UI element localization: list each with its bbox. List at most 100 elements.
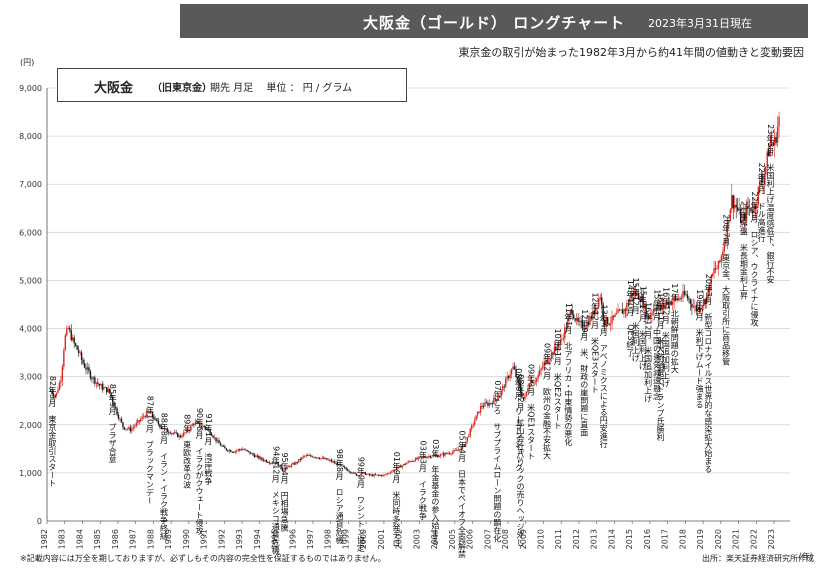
candle-body: [606, 317, 609, 325]
candle-body: [283, 470, 285, 472]
candle-body: [327, 459, 330, 461]
candle-up: [567, 312, 569, 329]
candle-down: [238, 448, 241, 452]
candle-body: [559, 339, 562, 344]
candle-body: [159, 424, 161, 428]
candle-up: [658, 304, 661, 310]
candle-up: [759, 176, 761, 195]
candle-up: [484, 398, 486, 407]
candle-body: [453, 450, 455, 452]
candle-down: [736, 197, 739, 213]
candle-down: [196, 420, 198, 423]
candle-down: [205, 426, 207, 431]
candle-up: [713, 260, 715, 280]
candle-down: [123, 426, 126, 430]
candle-body: [547, 361, 550, 363]
candle-up: [611, 310, 613, 330]
candle-body: [413, 460, 415, 462]
candle-down: [73, 334, 75, 349]
candle-up: [553, 342, 556, 355]
x-tick-label: 1999: [341, 529, 350, 549]
candle-body: [617, 309, 619, 314]
candle-down: [704, 298, 706, 309]
instrument-name: 大阪金: [94, 81, 134, 96]
candle-body: [392, 469, 395, 472]
candle-body: [386, 473, 389, 475]
candle-body: [194, 421, 197, 425]
x-tick-label: 2011: [554, 529, 563, 549]
candle-body: [298, 459, 300, 463]
candle-body: [123, 427, 126, 430]
event-annotation: 22年9月 ドル高進行: [757, 163, 766, 243]
candle-body: [642, 295, 644, 309]
candle-body: [271, 462, 273, 464]
candle-up: [320, 458, 322, 461]
candle-up: [305, 453, 307, 458]
candle-body: [66, 328, 68, 336]
candle-body: [277, 462, 279, 466]
candle-body: [55, 392, 58, 396]
candle-body: [128, 427, 130, 429]
candle-body: [256, 455, 259, 457]
candle-body: [345, 467, 347, 470]
candle-body: [379, 475, 381, 476]
candle-body: [466, 437, 468, 442]
x-tick-label: 2018: [678, 529, 687, 549]
candle-down: [775, 132, 777, 146]
candle-up: [536, 377, 538, 387]
candle-down: [377, 474, 380, 477]
title-banner: 大阪金（ゴールド） ロングチャート 2023年3月31日現在: [180, 4, 808, 38]
candle-body: [126, 428, 129, 430]
candle-body: [652, 308, 655, 314]
candle-up: [666, 301, 668, 308]
candle-down: [762, 172, 764, 190]
candle-up: [286, 466, 288, 471]
candle-down: [97, 378, 99, 387]
candle-body: [479, 406, 482, 413]
candle-body: [468, 435, 470, 438]
x-tick-label: 1988: [146, 529, 155, 549]
candle-body: [688, 298, 690, 300]
candle-up: [462, 444, 464, 450]
y-tick-label: 3,000: [19, 373, 42, 382]
x-tick-label: 1990: [182, 529, 191, 549]
candle-down: [317, 457, 319, 459]
candle-down: [224, 444, 226, 449]
candle-down: [296, 461, 299, 465]
candle-down: [209, 428, 211, 436]
candle-body: [74, 343, 77, 346]
x-tick-label: 2003: [412, 529, 421, 549]
candle-body: [163, 428, 166, 430]
candle-down: [261, 456, 263, 462]
candle-down: [632, 292, 634, 303]
candle-down: [80, 349, 83, 365]
candle-up: [756, 198, 758, 219]
candle-down: [708, 283, 711, 296]
candle-body: [265, 460, 267, 463]
candle-body: [351, 472, 353, 474]
candle-up: [128, 425, 130, 431]
candle-down: [117, 411, 120, 421]
candle-body: [762, 181, 764, 183]
candle-down: [593, 304, 596, 318]
candle-down: [153, 414, 155, 421]
candle-up: [544, 357, 547, 366]
candle-down: [748, 199, 751, 217]
candle-body: [205, 427, 207, 429]
candle-up: [504, 376, 507, 388]
candle-body: [419, 457, 421, 458]
x-tick-label: 1997: [306, 529, 315, 549]
candle-up: [332, 459, 334, 464]
candle-up: [419, 456, 421, 459]
candle-up: [626, 299, 628, 317]
candle-down: [602, 302, 604, 326]
candle-body: [64, 335, 67, 351]
candle-down: [52, 389, 55, 399]
x-tick-label: 1991: [200, 529, 209, 549]
candle-body: [584, 327, 587, 330]
candle-body: [321, 457, 324, 459]
candle-body: [507, 376, 510, 378]
candle-body: [253, 454, 256, 457]
candle-body: [329, 459, 331, 461]
candle-body: [153, 416, 155, 420]
